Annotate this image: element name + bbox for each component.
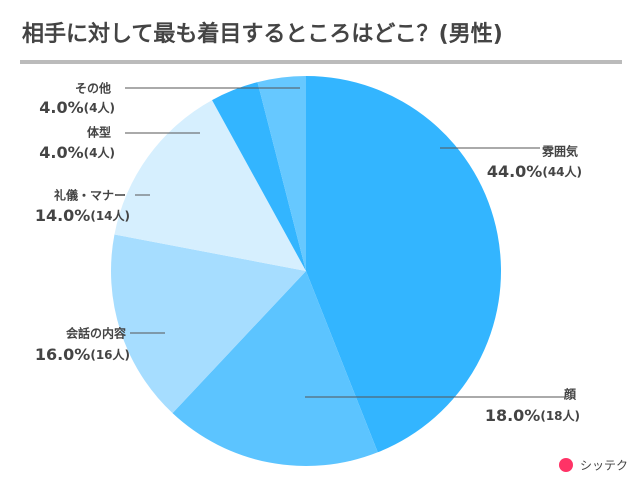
count-label: (14人) [90,208,130,223]
slice-label: 会話の内容 [66,326,126,341]
slice-label: 雰囲気 [542,144,578,159]
count-label: (44人) [542,164,582,179]
pie-slice [110,234,306,414]
pie-slice [172,271,378,466]
value-label: 44.0% [487,162,543,181]
slice-label: 礼儀・マナー [54,188,126,203]
slice-value: 4.0%(4人) [39,98,115,117]
value-label: 16.0% [35,345,91,364]
slice-value: 4.0%(4人) [39,143,115,162]
slice-value: 14.0%(14人) [35,206,130,225]
logo-mark [559,458,573,472]
logo: シッテク [559,458,628,473]
value-label: 4.0% [39,98,83,117]
value-label: 14.0% [35,206,91,225]
count-label: (16人) [90,347,130,362]
count-label: (4人) [84,100,115,115]
slice-label: 顔 [563,387,577,402]
pie-slice [257,76,306,271]
slice-value: 18.0%(18人) [485,406,580,425]
slice-label: 体型 [87,125,111,140]
slice-value: 44.0%(44人) [487,162,582,181]
slice-value: 16.0%(16人) [35,345,130,364]
pie-slice [114,100,307,271]
chart-title: 相手に対して最も着目するところはどこ？(男性) [22,21,503,47]
slice-label: その他 [75,81,111,96]
pie-slice [212,82,306,271]
count-label: (18人) [540,408,580,423]
value-label: 18.0% [485,406,541,425]
pie-slice [306,76,502,453]
logo-text: シッテク [580,459,628,473]
value-label: 4.0% [39,143,83,162]
count-label: (4人) [84,145,115,160]
